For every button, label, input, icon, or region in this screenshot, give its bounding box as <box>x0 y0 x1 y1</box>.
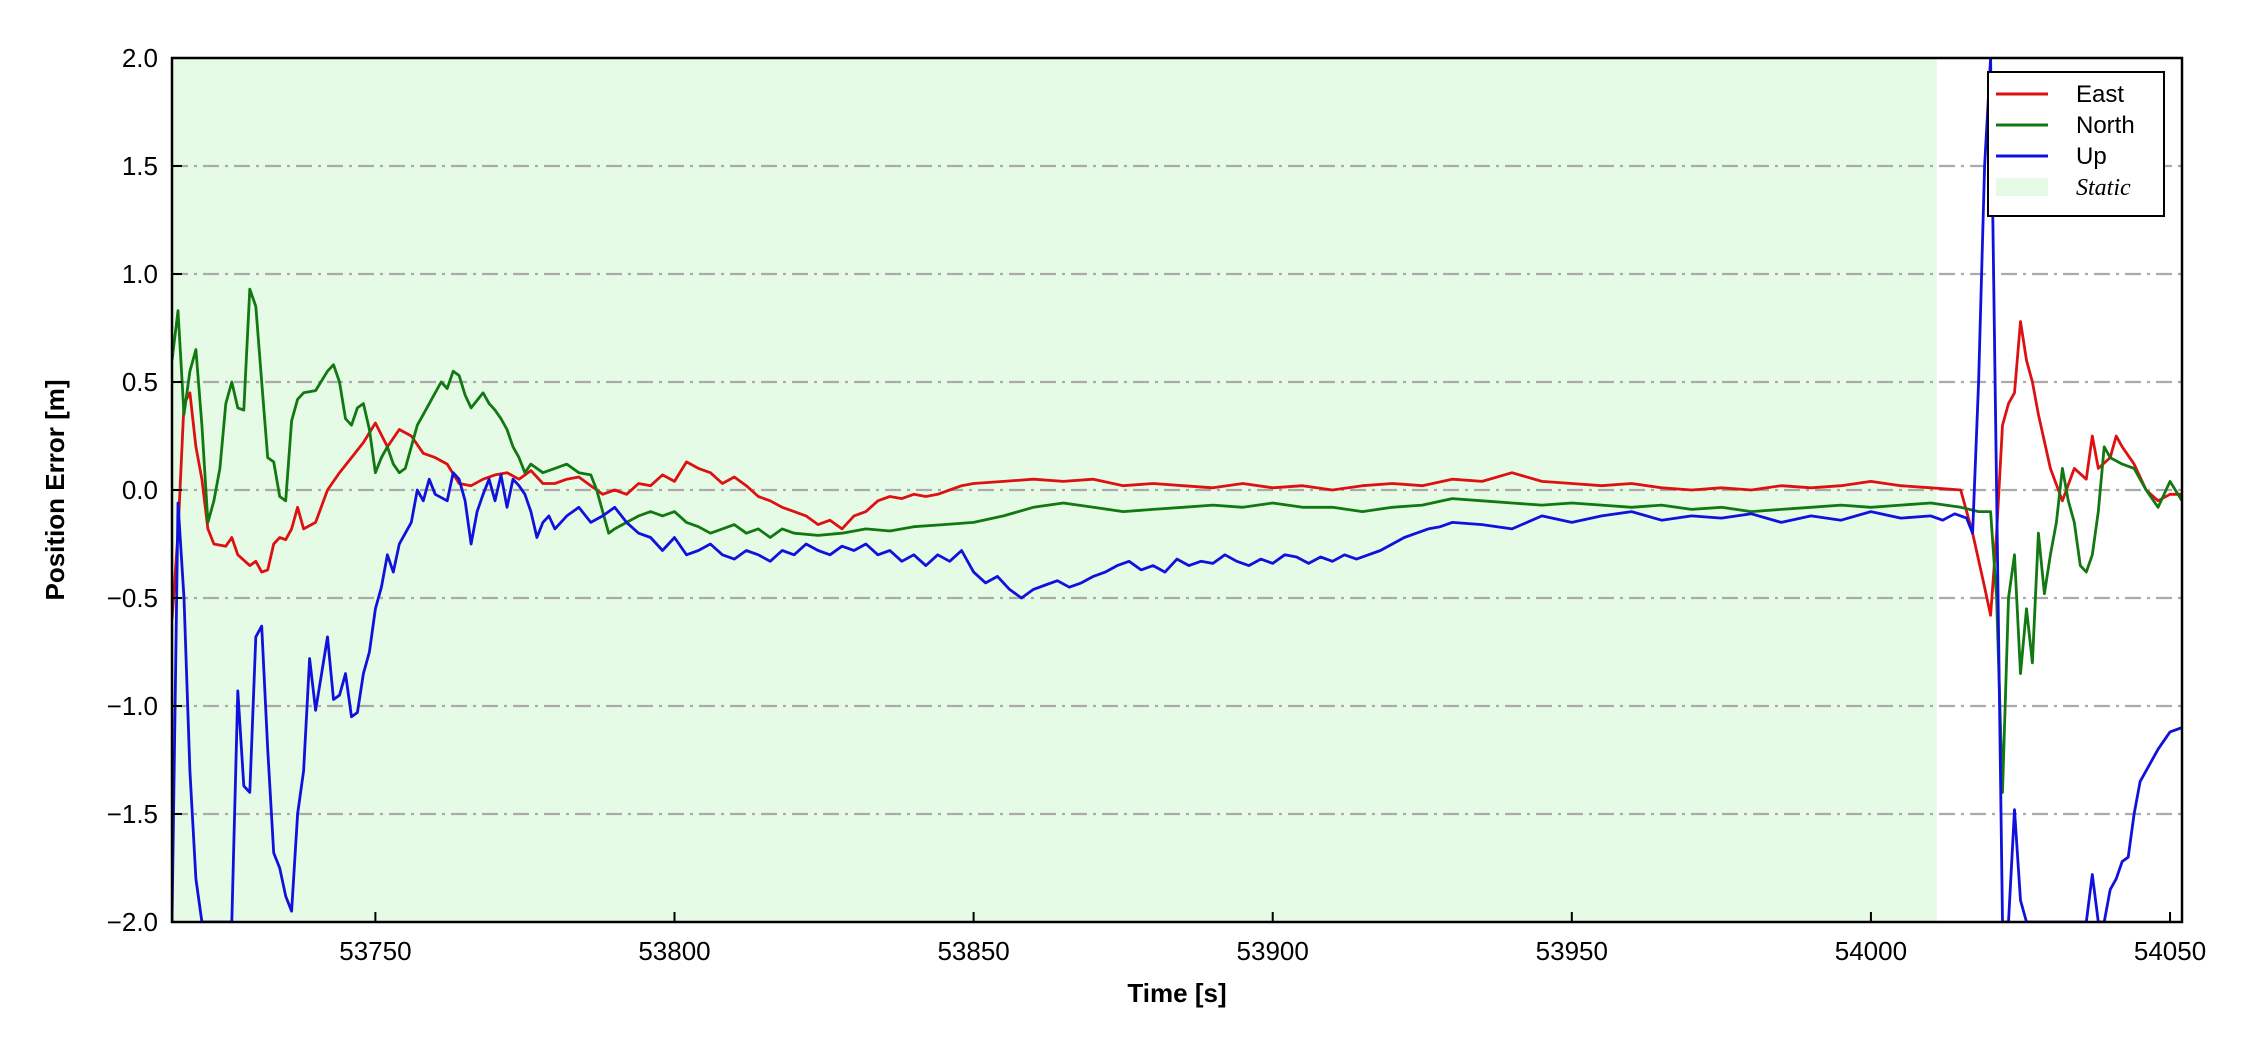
legend-label-static: Static <box>2076 175 2131 201</box>
y-tick-label: −1.5 <box>107 799 158 829</box>
grid-lines <box>172 164 2182 816</box>
y-tick-label: −1.0 <box>107 691 158 721</box>
x-axis-ticks: 53750 53800 53850 53900 53950 54000 54050 <box>339 912 2206 966</box>
y-axis-ticks: −2.0 −1.5 −1.0 −0.5 0.0 0.5 1.0 1.5 2.0 <box>107 43 182 937</box>
y-axis-title: Position Error [m] <box>40 379 70 600</box>
y-tick-label: 1.5 <box>122 151 158 181</box>
y-tick-label: 0.0 <box>122 475 158 505</box>
x-tick-label: 53900 <box>1237 936 1309 966</box>
y-tick-label: 0.5 <box>122 367 158 397</box>
legend-swatch-static <box>1996 178 2048 196</box>
x-tick-label: 53950 <box>1536 936 1608 966</box>
x-tick-label: 54000 <box>1835 936 1907 966</box>
y-tick-label: −2.0 <box>107 907 158 937</box>
series-line-up <box>172 58 2182 922</box>
x-tick-label: 54050 <box>2134 936 2206 966</box>
y-tick-label: −0.5 <box>107 583 158 613</box>
x-tick-label: 53800 <box>638 936 710 966</box>
x-axis-title: Time [s] <box>1127 978 1226 1008</box>
series-line-east <box>172 320 2182 620</box>
x-tick-label: 53850 <box>937 936 1009 966</box>
legend-label-north: North <box>2076 112 2135 139</box>
x-tick-label: 53750 <box>339 936 411 966</box>
legend-label-up: Up <box>2076 143 2107 170</box>
series-lines <box>172 58 2182 922</box>
legend: East North Up Static <box>1987 71 2165 217</box>
y-tick-label: 2.0 <box>122 43 158 73</box>
legend-label-east: East <box>2076 81 2124 108</box>
y-tick-label: 1.0 <box>122 259 158 289</box>
plot-area <box>170 56 2184 924</box>
